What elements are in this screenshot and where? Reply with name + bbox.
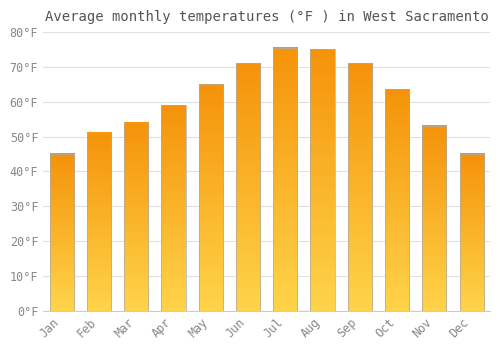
Bar bbox=[422, 126, 446, 311]
Bar bbox=[50, 154, 74, 311]
Title: Average monthly temperatures (°F ) in West Sacramento: Average monthly temperatures (°F ) in We… bbox=[44, 10, 488, 24]
Bar bbox=[385, 90, 409, 311]
Bar bbox=[236, 63, 260, 311]
Bar bbox=[198, 84, 223, 311]
Bar bbox=[348, 63, 372, 311]
Bar bbox=[310, 49, 334, 311]
Bar bbox=[162, 105, 186, 311]
Bar bbox=[273, 48, 297, 311]
Bar bbox=[87, 133, 111, 311]
Bar bbox=[460, 154, 484, 311]
Bar bbox=[124, 122, 148, 311]
